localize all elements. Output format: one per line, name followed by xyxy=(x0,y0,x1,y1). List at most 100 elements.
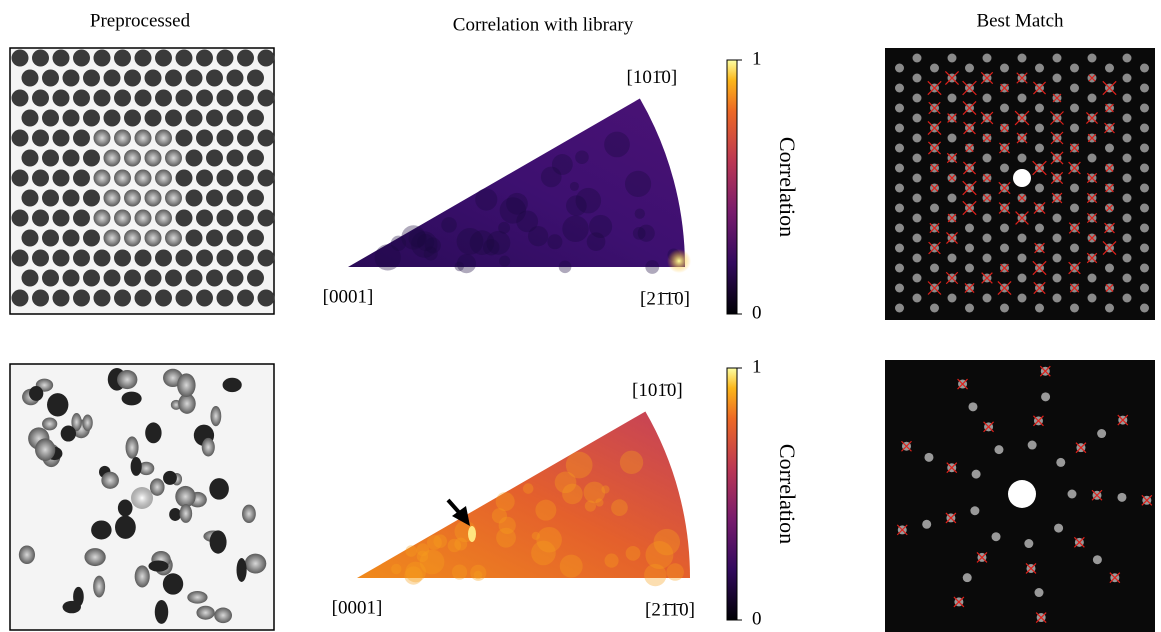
particle xyxy=(84,548,106,567)
particle xyxy=(11,49,29,67)
diffraction-spot xyxy=(1070,303,1079,313)
simulated-spot xyxy=(953,596,965,608)
diffraction-spot xyxy=(1087,273,1097,283)
ipf-texture xyxy=(423,246,438,261)
ipf-texture xyxy=(601,485,610,494)
diffraction-spot xyxy=(1122,273,1132,283)
diffraction-spot xyxy=(895,203,904,213)
diffraction-spot xyxy=(924,452,934,462)
diffraction-spot xyxy=(1070,183,1079,193)
diffraction-spot xyxy=(965,223,974,233)
ipf-texture xyxy=(611,499,628,517)
particle xyxy=(103,109,121,127)
diffraction-spot xyxy=(1052,253,1062,263)
particle xyxy=(21,149,39,167)
simulated-spot xyxy=(997,280,1012,296)
diffraction-spot xyxy=(912,273,922,283)
particle xyxy=(124,189,141,207)
simulated-spot xyxy=(1033,281,1046,295)
particle xyxy=(52,129,70,147)
diffraction-spot xyxy=(1000,303,1009,313)
particle xyxy=(185,269,203,287)
diffraction-spot xyxy=(971,469,981,479)
diffraction-spot xyxy=(1017,253,1027,263)
particle xyxy=(71,413,82,432)
particle xyxy=(103,69,121,87)
diffraction-spot xyxy=(912,173,922,183)
diffraction-spot xyxy=(912,133,922,143)
diffraction-spot xyxy=(1140,83,1149,93)
particle xyxy=(148,560,169,572)
particle xyxy=(114,129,131,147)
particle xyxy=(185,109,203,127)
diffraction-spot xyxy=(1087,53,1097,63)
diffraction-spot xyxy=(968,402,978,412)
simulated-spot xyxy=(1085,111,1099,125)
ipf-texture xyxy=(566,195,587,217)
particle xyxy=(29,386,44,401)
diffraction-spot xyxy=(912,213,922,223)
particle xyxy=(257,169,275,187)
best-match-image xyxy=(885,360,1155,632)
ipf-texture xyxy=(604,131,630,158)
diffraction-spot xyxy=(895,183,904,193)
particle xyxy=(247,189,264,207)
diffraction-spot xyxy=(1122,133,1132,143)
particle xyxy=(201,437,215,457)
particle xyxy=(114,89,131,107)
particle xyxy=(83,69,100,87)
particle xyxy=(144,109,162,127)
particle xyxy=(222,377,242,393)
simulated-spot xyxy=(947,113,957,123)
direct-beam xyxy=(1008,480,1036,508)
diffraction-spot xyxy=(947,133,957,143)
ipf-texture xyxy=(456,254,477,274)
particle xyxy=(83,229,100,247)
particle xyxy=(257,289,275,307)
simulated-spot xyxy=(927,281,942,295)
particle xyxy=(117,369,138,390)
ipf-texture xyxy=(411,231,438,258)
particle xyxy=(210,406,222,427)
particle xyxy=(196,169,213,187)
ipf-texture xyxy=(595,498,604,507)
simulated-spot xyxy=(1052,93,1062,103)
particle xyxy=(155,49,172,67)
simulated-spot xyxy=(896,524,908,536)
particle xyxy=(206,189,223,207)
diffraction-spot xyxy=(912,193,922,203)
simulated-spot xyxy=(927,121,942,135)
particle xyxy=(125,436,139,459)
simulated-spot xyxy=(1068,261,1081,275)
particle xyxy=(206,69,223,87)
particle xyxy=(257,129,275,147)
ipf-texture xyxy=(625,545,641,561)
particle xyxy=(124,269,141,287)
diffraction-spot xyxy=(1087,153,1097,163)
diffraction-spot xyxy=(1122,193,1132,203)
particle xyxy=(155,289,172,307)
particle xyxy=(165,69,182,87)
particle xyxy=(134,249,152,267)
ipf-texture xyxy=(390,235,407,251)
particle xyxy=(115,515,136,539)
simulated-spot xyxy=(1088,74,1096,82)
ipf-map xyxy=(348,98,685,267)
diffraction-spot xyxy=(1105,63,1114,73)
ipf-texture xyxy=(645,541,674,570)
diffraction-spot xyxy=(1052,213,1062,223)
diffraction-spot xyxy=(991,532,1001,542)
particle xyxy=(21,189,39,207)
ipf-texture xyxy=(562,215,589,243)
particle xyxy=(175,89,193,107)
particle xyxy=(93,249,111,267)
particle xyxy=(124,109,141,127)
best-match-image xyxy=(885,48,1155,320)
particle xyxy=(11,89,29,107)
particle xyxy=(134,49,152,67)
ipf-texture xyxy=(491,508,508,524)
simulated-spot xyxy=(965,143,974,153)
simulated-spot xyxy=(1105,284,1114,292)
ipf-texture xyxy=(531,531,540,541)
particle xyxy=(73,49,90,67)
